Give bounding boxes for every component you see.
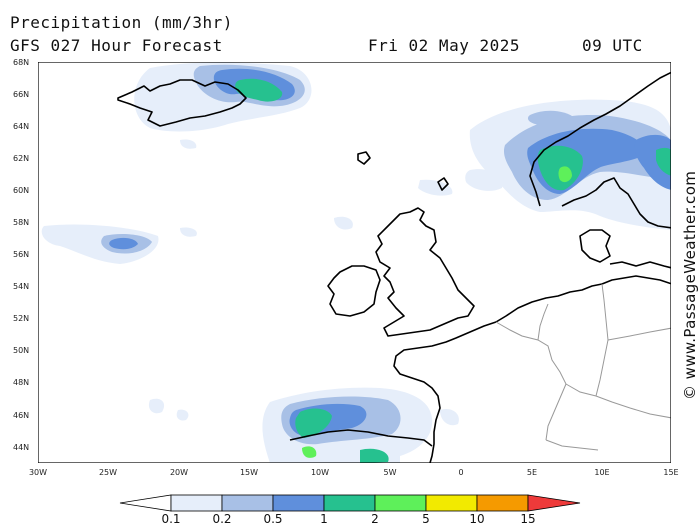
legend-arrow-low [119,494,172,512]
lat-label: 46N [13,411,29,420]
lat-label: 60N [13,186,29,195]
legend-swatch [221,494,274,512]
lat-label: 58N [13,218,29,227]
lon-label: 5E [527,468,537,477]
legend-label: 1 [320,512,328,525]
coastlines [117,71,671,463]
precipitation-layer [41,62,671,463]
legend-label: 15 [520,512,535,525]
color-scale-legend: 0.1 0.2 0.5 1 2 5 10 15 [119,494,581,525]
legend-label: 0.2 [212,512,231,525]
lat-label: 68N [13,58,29,67]
great-britain-coast [375,207,475,337]
chart-title: Precipitation (mm/3hr) [10,13,233,32]
legend-swatch [425,494,478,512]
lat-label: 44N [13,443,29,452]
legend-swatch [374,494,427,512]
legend-arrow-high [527,494,581,512]
legend-label: 0.1 [161,512,180,525]
forecast-model-label: GFS 027 Hour Forecast [10,36,223,55]
legend-label: 10 [469,512,484,525]
lat-label: 56N [13,250,29,259]
continent-coast [393,275,671,463]
lon-label: 10W [311,468,329,477]
lon-label: 15E [663,468,678,477]
lon-label: 5W [384,468,397,477]
iceland-coast [117,79,247,127]
legend-swatch [170,494,223,512]
lon-label: 30W [29,468,47,477]
legend-swatch [476,494,529,512]
legend-swatch [272,494,325,512]
lat-label: 50N [13,346,29,355]
lat-label: 64N [13,122,29,131]
norway-coast [529,71,671,207]
lat-label: 48N [13,378,29,387]
legend-swatch [323,494,376,512]
legend-label: 5 [422,512,430,525]
forecast-time: 09 UTC [582,36,643,55]
lat-label: 62N [13,154,29,163]
lon-label: 15W [240,468,258,477]
lon-label: 25W [99,468,117,477]
lat-label: 54N [13,282,29,291]
lat-label: 66N [13,90,29,99]
legend-label: 0.5 [263,512,282,525]
legend-label: 2 [371,512,379,525]
lon-label: 10E [594,468,609,477]
forecast-date: Fri 02 May 2025 [368,36,520,55]
lon-label: 0 [458,468,463,477]
ireland-coast [327,265,381,317]
country-borders [495,283,671,451]
lon-label: 20W [170,468,188,477]
lat-label: 52N [13,314,29,323]
denmark-coast [579,229,611,263]
